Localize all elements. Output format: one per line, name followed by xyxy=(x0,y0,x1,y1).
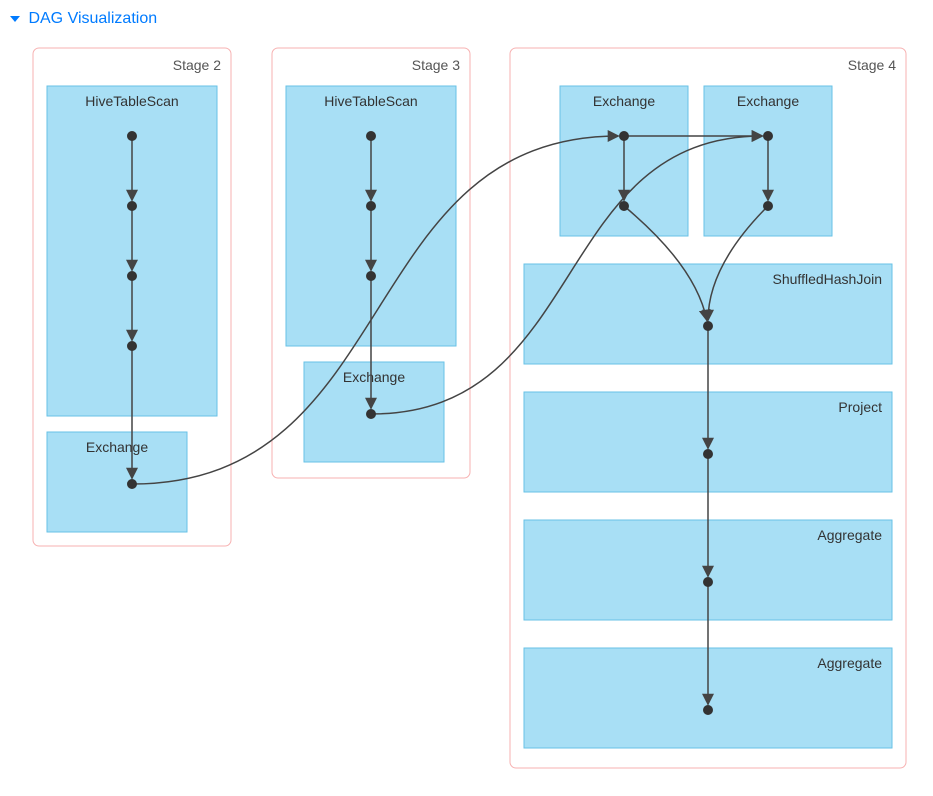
node-n_s2_1 xyxy=(128,202,137,211)
node-n_s4_ex1_top xyxy=(620,132,629,141)
op-label-s4_agg1: Aggregate xyxy=(817,527,882,543)
node-n_s4_ex2_bot xyxy=(764,202,773,211)
node-n_s3_1 xyxy=(367,202,376,211)
node-n_s4_ex1_bot xyxy=(620,202,629,211)
node-n_agg1 xyxy=(704,578,713,587)
node-n_s3_0 xyxy=(367,132,376,141)
node-n_proj xyxy=(704,450,713,459)
dag-viz-title: DAG Visualization xyxy=(28,10,157,27)
caret-down-icon xyxy=(10,16,20,22)
node-n_s2_2 xyxy=(128,272,137,281)
node-n_shj xyxy=(704,322,713,331)
op-label-s3_scan: HiveTableScan xyxy=(324,93,417,109)
dag-svg: Stage 2 Stage 3 Stage 4 HiveTableScan Exchan… xyxy=(0,36,933,796)
node-n_s3_2 xyxy=(367,272,376,281)
node-n_s2_3 xyxy=(128,342,137,351)
op-label-s4_ex1: Exchange xyxy=(593,93,655,109)
stage-label-stage4: Stage 4 xyxy=(848,57,896,73)
node-n_agg2 xyxy=(704,706,713,715)
op-label-s4_ex2: Exchange xyxy=(737,93,799,109)
node-n_s4_ex2_top xyxy=(764,132,773,141)
op-label-s4_proj: Project xyxy=(838,399,882,415)
node-n_s3_3 xyxy=(367,410,376,419)
stage-label-stage3: Stage 3 xyxy=(412,57,460,73)
op-label-s4_agg2: Aggregate xyxy=(817,655,882,671)
op-label-s4_shj: ShuffledHashJoin xyxy=(773,271,882,287)
node-n_s2_0 xyxy=(128,132,137,141)
stage-label-stage2: Stage 2 xyxy=(173,57,221,73)
op-label-s3_ex: Exchange xyxy=(343,369,405,385)
op-label-s2_ex: Exchange xyxy=(86,439,148,455)
node-n_s2_4 xyxy=(128,480,137,489)
op-label-s2_scan: HiveTableScan xyxy=(85,93,178,109)
dag-viz-header[interactable]: DAG Visualization xyxy=(0,0,933,36)
